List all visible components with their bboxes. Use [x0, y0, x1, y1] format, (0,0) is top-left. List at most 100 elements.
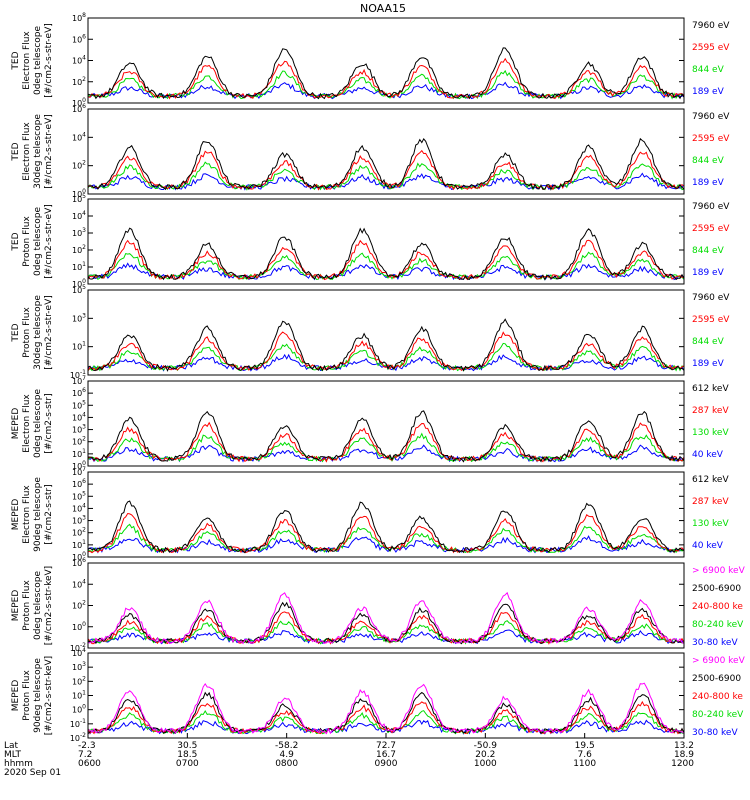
- y-tick-label: 104: [72, 55, 86, 66]
- y-tick-label: 100: [72, 704, 86, 715]
- y-tick-label: 105: [72, 399, 86, 410]
- y-axis-label: [#/cm2-s-str]: [44, 484, 54, 544]
- y-tick-label: 106: [72, 33, 86, 44]
- legend-entry: 130 keV: [692, 428, 729, 438]
- y-tick-label: 102: [72, 436, 86, 447]
- series-trace: [87, 535, 685, 554]
- series-trace: [87, 149, 685, 191]
- panel-frame: [87, 108, 685, 195]
- y-tick-label: 10-1: [70, 718, 86, 729]
- y-axis-label: 30deg telescope: [33, 114, 43, 189]
- y-tick-label: 105: [72, 193, 86, 204]
- y-axis-label: TED: [11, 51, 21, 70]
- panel-frame: [87, 471, 685, 558]
- y-axis-label: Proton Flux: [22, 216, 32, 267]
- legend-entry: 7960 eV: [692, 21, 730, 31]
- y-tick-label: 104: [72, 131, 86, 142]
- legend-entry: 189 eV: [692, 87, 725, 97]
- legend-entry: 80-240 keV: [692, 710, 744, 720]
- legend-entry: 612 keV: [692, 384, 729, 394]
- legend-entry: 30-80 keV: [692, 638, 738, 648]
- panel-frame: [87, 17, 685, 104]
- y-tick-label: 107: [72, 466, 86, 477]
- y-tick-label: 100: [72, 278, 86, 289]
- series-trace: [87, 227, 685, 281]
- x-tick-label: 1100: [573, 759, 596, 769]
- y-tick-label: 102: [72, 244, 86, 255]
- legend-entry: 240-800 ke: [692, 602, 743, 612]
- panel-4: 10-1 101 103 105 TED Proton Flux 30deg telesco…: [11, 284, 730, 380]
- y-axis-label: 0deg telescope: [33, 571, 43, 641]
- x-tick-label: 0800: [275, 759, 298, 769]
- panel-frame: [87, 652, 685, 739]
- y-axis-label: MEPED: [11, 680, 21, 712]
- y-axis-label: TED: [11, 232, 21, 251]
- x-tick-label: 7.2: [78, 750, 92, 760]
- legend-entry: 189 eV: [692, 178, 725, 188]
- x-tick-label: 7.6: [578, 750, 593, 760]
- y-axis-label: [#/cm2-s-str-eV]: [44, 23, 54, 98]
- y-axis-label: MEPED: [11, 408, 21, 440]
- x-tick-label: 0600: [78, 759, 101, 769]
- y-axis-label: 30deg telescope: [33, 295, 43, 370]
- y-axis-label: [#/cm2-s-str-eV]: [44, 114, 54, 189]
- y-axis-label: 0deg telescope: [33, 389, 43, 459]
- y-tick-label: 105: [72, 490, 86, 501]
- panel-frame: [87, 380, 685, 467]
- y-axis-label: [#/cm2-s-str-keV]: [44, 656, 54, 735]
- x-tick-label: 16.7: [376, 750, 396, 760]
- y-axis-label: [#/cm2-s-str]: [44, 393, 54, 453]
- legend-entry: 844 eV: [692, 246, 725, 256]
- legend-entry: 844 eV: [692, 65, 725, 75]
- y-tick-label: 100: [72, 551, 86, 562]
- y-axis-label: 90deg telescope: [33, 477, 43, 552]
- y-tick-label: 103: [72, 312, 86, 323]
- series-trace: [87, 444, 685, 463]
- legend-entry: 287 keV: [692, 406, 729, 416]
- x-tick-label: 1000: [474, 759, 497, 769]
- x-tick-label: 20.2: [475, 750, 495, 760]
- series-trace: [87, 342, 685, 372]
- x-tick-label: 19.5: [575, 741, 595, 751]
- panel-1: 100 102 104 106 108 TED Electron Flux 0deg tele…: [11, 12, 730, 108]
- y-tick-label: 103: [72, 515, 86, 526]
- legend-entry: > 6900 keV: [692, 566, 746, 576]
- y-tick-label: 101: [72, 448, 86, 459]
- series-trace: [87, 137, 685, 191]
- series-trace: [87, 172, 685, 191]
- legend-entry: 612 keV: [692, 475, 729, 485]
- series-trace: [87, 421, 685, 463]
- series-trace: [87, 500, 685, 554]
- legend-entry: 2500-6900: [692, 674, 741, 684]
- x-row-label: MLT: [4, 750, 22, 760]
- legend-entry: 2500-6900: [692, 584, 741, 594]
- y-tick-label: 103: [72, 424, 86, 435]
- y-axis-label: MEPED: [11, 590, 21, 622]
- y-axis-label: 0deg telescope: [33, 207, 43, 277]
- panel-3: 100 101 102 103 104 105 TED Proton Flux 0deg tel…: [11, 193, 730, 289]
- legend-entry: 287 keV: [692, 497, 729, 507]
- y-axis-label: Electron Flux: [22, 394, 32, 453]
- panel-frame: [87, 562, 685, 649]
- series-trace: [87, 251, 685, 281]
- legend-entry: 189 eV: [692, 268, 725, 278]
- y-axis-label: Proton Flux: [22, 670, 32, 721]
- x-row-label: 2020 Sep 01: [4, 768, 61, 778]
- y-tick-label: 104: [72, 210, 86, 221]
- panel-7: 10-2 100 102 104 106 MEPED Proton Flux 0deg tel…: [11, 557, 746, 653]
- y-axis-label: [#/cm2-s-str-eV]: [44, 295, 54, 370]
- y-tick-label: 104: [72, 502, 86, 513]
- y-tick-label: 100: [72, 97, 86, 108]
- series-trace: [87, 682, 685, 735]
- y-tick-label: 106: [72, 557, 86, 568]
- y-axis-label: MEPED: [11, 499, 21, 531]
- y-tick-label: 107: [72, 375, 86, 386]
- legend-entry: 40 keV: [692, 541, 724, 551]
- y-tick-label: 10-2: [70, 642, 86, 653]
- y-tick-label: 101: [72, 539, 86, 550]
- legend-entry: 7960 eV: [692, 202, 730, 212]
- panel-frame: [87, 198, 685, 285]
